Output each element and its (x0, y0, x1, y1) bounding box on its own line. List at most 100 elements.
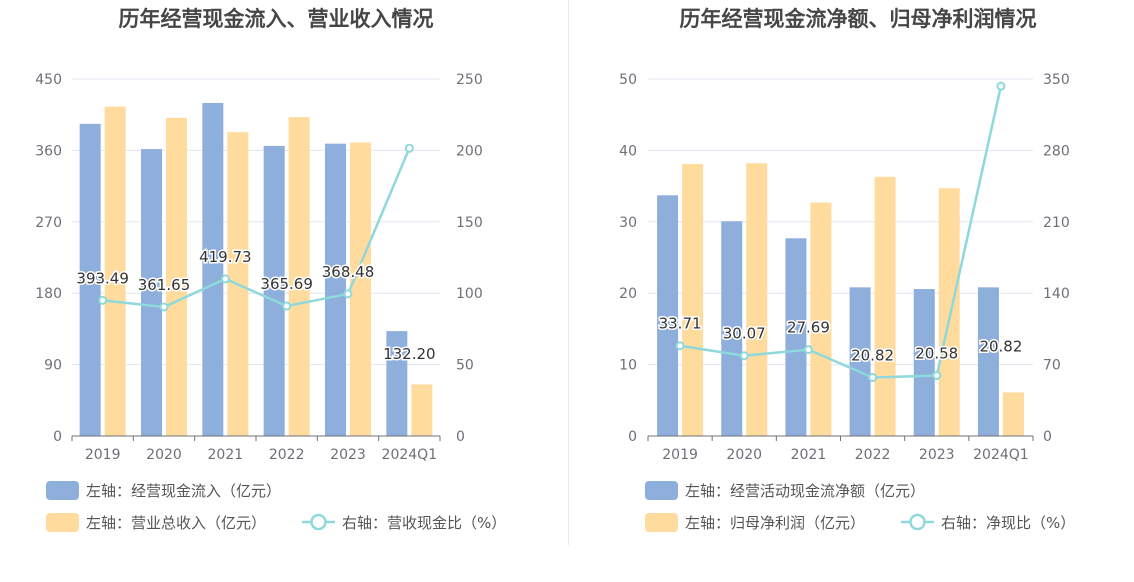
bar-secondary (411, 384, 433, 436)
data-label: 27.69 (787, 319, 830, 337)
bar-primary (386, 331, 408, 436)
x-axis-category-label: 2020 (146, 447, 182, 463)
left-axis-tick-label: 30 (619, 215, 637, 231)
ratio-point (803, 345, 813, 355)
panel-divider (568, 0, 569, 545)
bar-secondary (682, 163, 704, 436)
bar-primary (849, 287, 871, 436)
right-axis-tick-label: 100 (456, 286, 483, 302)
bar-secondary (350, 142, 371, 436)
data-label: 365.69 (260, 275, 313, 293)
right-axis-tick-label: 0 (456, 429, 465, 445)
chart-title: 历年经营现金流入、营业收入情况 (119, 7, 434, 31)
x-axis-category-label: 2022 (269, 447, 305, 463)
bar-secondary (746, 163, 768, 436)
x-axis-category-label: 2023 (919, 447, 955, 463)
chart-panel-right: 历年经营现金流净额、归母净利润情况 0 10 20 30 40 50 0 70 140 210 280… (569, 0, 1134, 582)
legend: 左轴：经营现金流入（亿元） 左轴：营业总收入（亿元） 右轴：营收现金比（%） (46, 481, 506, 532)
right-axis-tick-label: 140 (1043, 286, 1070, 302)
right-axis-tick-label: 280 (1043, 143, 1070, 159)
x-axis-category-label: 2019 (85, 447, 121, 463)
left-axis-tick-label: 180 (35, 286, 62, 302)
ratio-line (102, 147, 411, 309)
bar-secondary (938, 188, 960, 436)
ratio-point (98, 295, 108, 305)
left-axis-tick-label: 40 (619, 143, 637, 159)
bar-primary (977, 287, 999, 436)
data-label: 20.82 (979, 338, 1022, 356)
ratio-point (996, 81, 1006, 91)
left-axis-tick-label: 20 (619, 286, 637, 302)
ratio-point (159, 302, 169, 312)
x-axis-category-label: 2023 (330, 447, 366, 463)
x-axis-category-label: 2021 (791, 447, 827, 463)
chart-title: 历年经营现金流净额、归母净利润情况 (680, 7, 1037, 31)
legend-swatch (46, 513, 79, 532)
bar-primary (263, 145, 285, 437)
data-label: 20.58 (915, 345, 958, 363)
legend-label: 右轴：营收现金比（%） (342, 514, 506, 532)
left-axis-tick-label: 10 (619, 358, 637, 374)
data-label: 33.71 (659, 315, 702, 333)
data-label: 361.65 (138, 276, 191, 294)
bar-primary (785, 238, 807, 436)
left-axis-tick-label: 50 (619, 72, 637, 88)
chart-cash-inflow-revenue: 历年经营现金流入、营业收入情况 0 90 180 270 360 450 0 50 100 150 2… (35, 7, 506, 532)
bar-secondary (288, 117, 310, 436)
data-label: 20.82 (851, 347, 894, 365)
legend: 左轴：经营活动现金流净额（亿元） 左轴：归母净利润（亿元） 右轴：净现比（%） (645, 481, 1075, 532)
legend-swatch (46, 481, 79, 500)
data-label: 132.20 (383, 345, 436, 363)
bar-primary (141, 149, 162, 436)
bar-secondary (1002, 392, 1024, 436)
x-axis-category-label: 2024Q1 (973, 447, 1029, 463)
legend-label: 左轴：归母净利润（亿元） (685, 514, 865, 532)
data-label: 368.48 (322, 263, 375, 281)
right-axis-tick-label: 200 (456, 143, 483, 159)
left-axis-tick-label: 0 (53, 429, 62, 445)
bar-secondary (166, 117, 187, 436)
right-axis-tick-label: 350 (1043, 72, 1070, 88)
data-label: 30.07 (723, 325, 766, 343)
x-axis-category-label: 2020 (726, 447, 762, 463)
left-axis-tick-label: 450 (35, 72, 62, 88)
legend-marker (310, 513, 327, 531)
right-axis-tick-label: 70 (1043, 358, 1061, 374)
right-axis-tick-label: 50 (456, 358, 474, 374)
left-axis-tick-label: 360 (35, 143, 62, 159)
chart-net-cashflow-profit: 历年经营现金流净额、归母净利润情况 0 10 20 30 40 50 0 70 140 210 280… (619, 7, 1075, 532)
ratio-point (932, 371, 942, 381)
ratio-point (868, 373, 878, 383)
bar-primary (657, 195, 679, 436)
ratio-point (404, 143, 414, 153)
chart-panel-left: 历年经营现金流入、营业收入情况 0 90 180 270 360 450 0 50 100 150 2… (35, 7, 506, 532)
ratio-line (679, 85, 1003, 379)
bar-secondary (104, 106, 126, 437)
x-axis-category-label: 2021 (208, 447, 244, 463)
bar-primary (79, 123, 101, 436)
legend-label: 右轴：净现比（%） (941, 514, 1075, 532)
x-axis-category-label: 2022 (855, 447, 891, 463)
ratio-point (675, 341, 685, 351)
x-axis-category-label: 2024Q1 (382, 447, 438, 463)
right-axis-tick-label: 0 (1043, 429, 1052, 445)
legend-marker (909, 513, 926, 531)
ratio-point (282, 301, 292, 311)
ratio-point (343, 289, 353, 299)
legend-swatch (645, 481, 678, 500)
bar-primary (202, 103, 224, 437)
data-label: 419.73 (199, 248, 252, 266)
bar-primary (325, 143, 346, 436)
right-axis-tick-label: 150 (456, 215, 483, 231)
bar-primary (913, 289, 935, 436)
bar-secondary (810, 202, 832, 436)
left-axis-tick-label: 90 (44, 358, 62, 374)
left-axis-tick-label: 0 (628, 429, 637, 445)
legend-swatch (645, 513, 678, 532)
left-axis-tick-label: 270 (35, 215, 62, 231)
ratio-point (220, 274, 230, 284)
legend-label: 左轴：经营活动现金流净额（亿元） (685, 482, 925, 500)
ratio-point (739, 351, 749, 361)
legend-label: 左轴：经营现金流入（亿元） (86, 482, 281, 500)
right-axis-tick-label: 250 (456, 72, 483, 88)
